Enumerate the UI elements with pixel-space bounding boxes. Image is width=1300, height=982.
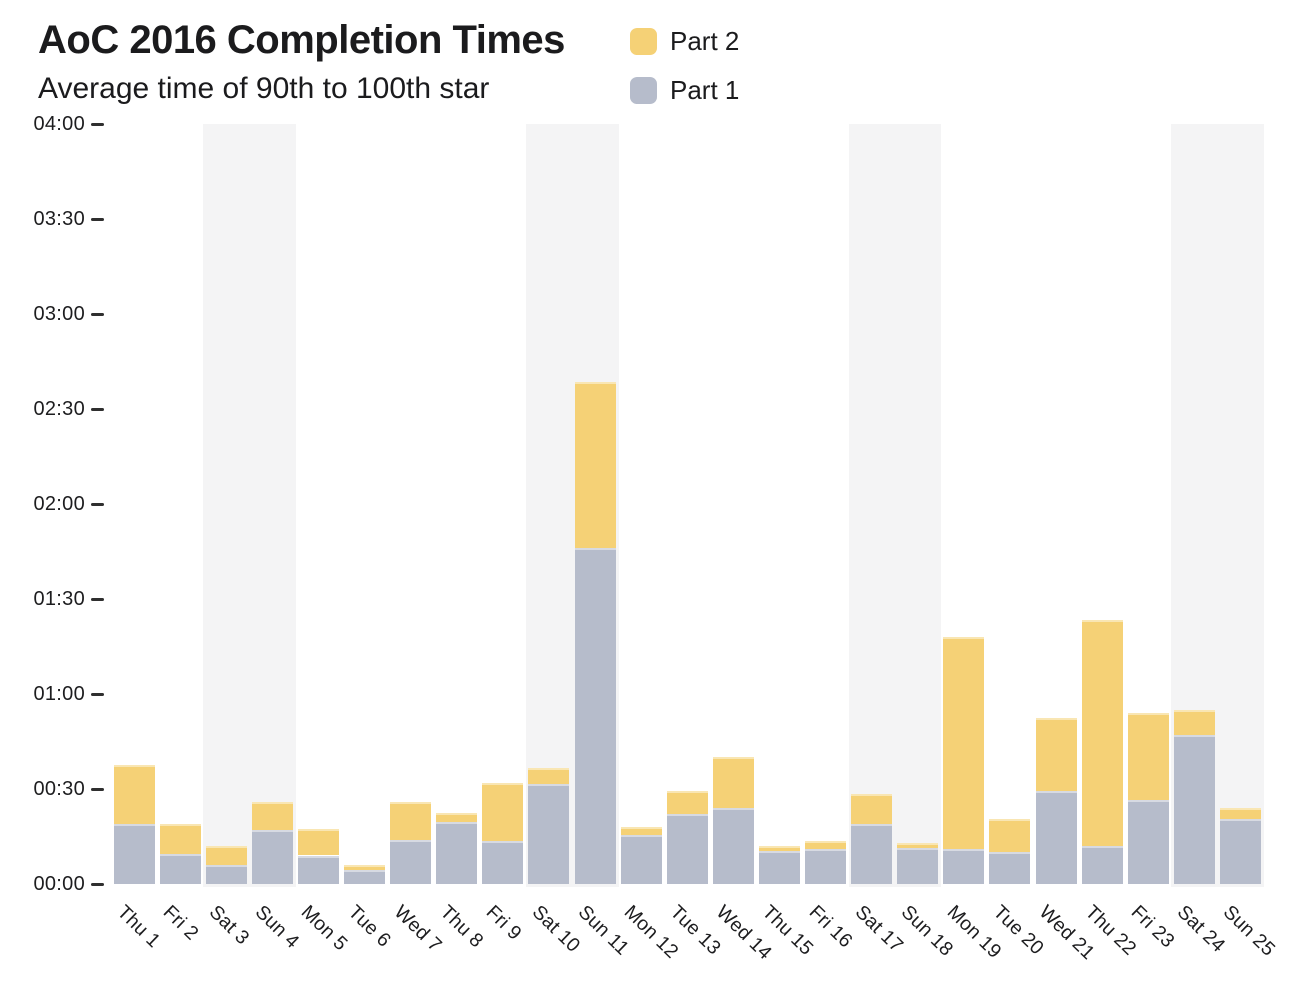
bar-part1-segment	[712, 808, 754, 884]
bar-part2-segment	[205, 846, 247, 865]
bar-part2-segment	[666, 790, 708, 815]
x-tick-label: Thu 1	[112, 901, 165, 953]
bar-part2-segment	[251, 801, 293, 831]
bar-part2-segment	[851, 793, 893, 824]
y-tick-mark	[91, 122, 104, 126]
bar-part2-segment	[620, 827, 662, 835]
bar-part1-segment	[1219, 819, 1261, 884]
x-tick-label: Sat 17	[850, 901, 908, 957]
legend-label-part2: Part 2	[670, 25, 740, 56]
x-tick-label: Sat 3	[204, 901, 254, 950]
chart-title: AoC 2016 Completion Times	[38, 18, 565, 62]
y-tick-label: 03:30	[33, 208, 85, 230]
bar-part2-segment	[1081, 619, 1123, 846]
y-tick-label: 00:30	[33, 778, 85, 800]
y-tick-mark	[91, 312, 104, 316]
x-tick-label: Sat 10	[527, 901, 585, 957]
bar-part1-segment	[666, 814, 708, 884]
y-tick-label: 01:00	[33, 683, 85, 705]
x-tick-label: Sun 25	[1219, 901, 1280, 961]
legend-swatch-part2-icon	[630, 27, 657, 55]
bar-part1-segment	[943, 849, 985, 884]
chart-subtitle: Average time of 90th to 100th star	[38, 72, 490, 105]
weekend-band	[894, 124, 942, 887]
y-tick-mark	[91, 787, 104, 791]
bar-part1-segment	[1127, 800, 1169, 884]
y-tick-mark	[91, 502, 104, 506]
y-tick-label: 04:00	[33, 113, 85, 135]
bar-part2-segment	[943, 637, 985, 850]
bar-part2-segment	[989, 819, 1031, 853]
bar-part2-segment	[805, 841, 847, 850]
bar-part2-segment	[897, 842, 939, 848]
bar-part2-segment	[344, 865, 386, 870]
y-tick-mark	[91, 597, 104, 601]
bar-part2-segment	[482, 782, 524, 842]
y-tick-mark	[91, 882, 104, 886]
weekend-band	[1217, 124, 1264, 887]
y-tick-mark	[91, 407, 104, 411]
x-tick-label: Fri 9	[481, 901, 526, 945]
y-tick-mark	[91, 692, 104, 696]
bar-part2-segment	[1173, 709, 1215, 736]
y-tick-label: 00:00	[33, 873, 85, 895]
bar-part2-segment	[113, 765, 155, 824]
bar-part1-segment	[1035, 790, 1077, 884]
legend-item-part2: Part 2	[630, 26, 739, 56]
bar-part2-segment	[159, 823, 201, 854]
bar-part1-segment	[344, 869, 386, 884]
bar-part2-segment	[436, 812, 478, 823]
weekend-band	[848, 124, 896, 887]
legend: Part 2 Part 1	[630, 26, 739, 124]
x-tick-label: Tue 6	[343, 901, 395, 952]
bar-part1-segment	[851, 823, 893, 884]
bar-part1-segment	[482, 841, 524, 884]
bar-part1-segment	[620, 834, 662, 884]
weekend-band	[249, 124, 296, 887]
bar-part2-segment	[297, 828, 339, 856]
weekend-band	[203, 124, 250, 887]
plot-area	[111, 124, 1264, 887]
bar-part1-segment	[436, 822, 478, 884]
bar-part1-segment	[390, 839, 432, 884]
bar-part1-segment	[805, 849, 847, 884]
bar-part1-segment	[989, 852, 1031, 884]
y-tick-label: 02:30	[33, 398, 85, 420]
x-tick-label: Wed 7	[389, 901, 446, 957]
weekend-band	[525, 124, 573, 887]
bar-part2-segment	[390, 801, 432, 840]
bar-part1-segment	[897, 847, 939, 884]
x-tick-label: Mon 5	[297, 901, 353, 956]
x-tick-label: Sun 11	[573, 901, 634, 960]
bar-part1-segment	[205, 865, 247, 884]
bar-part2-segment	[528, 768, 570, 785]
bar-part1-segment	[1081, 846, 1123, 884]
y-tick-label: 02:00	[33, 493, 85, 515]
bar-part2-segment	[1127, 713, 1169, 801]
y-tick-mark	[91, 217, 104, 221]
legend-swatch-part1-icon	[630, 76, 657, 104]
bar-part1-segment	[574, 548, 616, 884]
x-tick-label: Sat 24	[1173, 901, 1230, 957]
bar-part2-segment	[574, 382, 616, 549]
bar-part1-segment	[251, 830, 293, 884]
bar-part1-segment	[528, 784, 570, 884]
y-tick-label: 03:00	[33, 303, 85, 325]
x-tick-label: Fri 2	[158, 901, 203, 945]
x-tick-label: Thu 8	[435, 901, 488, 953]
bar-part2-segment	[1219, 808, 1261, 820]
bar-part1-segment	[297, 855, 339, 884]
bar-part1-segment	[1173, 735, 1215, 884]
bar-part2-segment	[1035, 717, 1077, 791]
bar-part1-segment	[113, 823, 155, 884]
legend-label-part1: Part 1	[670, 74, 740, 105]
bar-part1-segment	[159, 853, 201, 884]
bar-part2-segment	[758, 846, 800, 851]
bar-part1-segment	[758, 850, 800, 884]
legend-item-part1: Part 1	[630, 75, 739, 105]
x-tick-label: Sun 4	[251, 901, 304, 953]
bar-part2-segment	[712, 757, 754, 808]
y-tick-label: 01:30	[33, 588, 85, 610]
